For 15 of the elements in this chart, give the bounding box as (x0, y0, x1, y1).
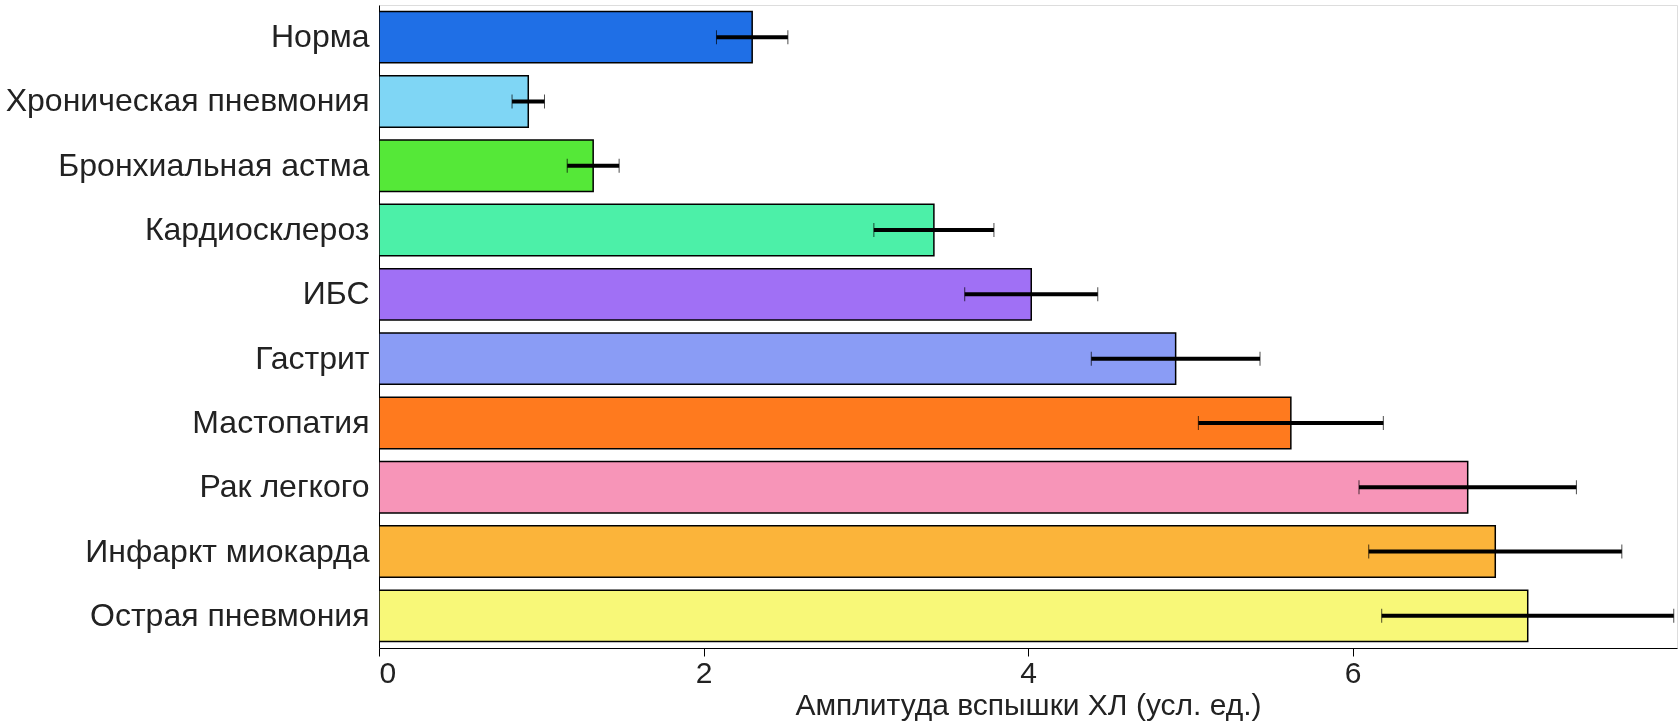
y-tick-label: Хроническая пневмония (5, 82, 370, 119)
y-tick-label: Рак легкого (199, 468, 370, 505)
x-axis-title: Амплитуда вспышки ХЛ (усл. ед.) (795, 687, 1262, 721)
y-tick-label: Норма (271, 18, 370, 55)
y-tick-label: Гастрит (255, 339, 370, 376)
y-tick-label: Кардиосклероз (144, 211, 370, 248)
x-tick-label: 2 (695, 655, 713, 689)
y-tick-label: ИБС (302, 275, 370, 312)
y-tick-label: Бронхиальная астма (58, 146, 370, 183)
y-tick-label: Мастопатия (192, 403, 370, 440)
x-tick-label: 6 (1344, 655, 1362, 689)
x-tick-label: 0 (379, 655, 397, 689)
y-tick-label: Инфаркт миокарда (85, 532, 370, 569)
y-tick-label: Острая пневмония (90, 596, 370, 633)
x-tick-label: 4 (1020, 655, 1037, 689)
